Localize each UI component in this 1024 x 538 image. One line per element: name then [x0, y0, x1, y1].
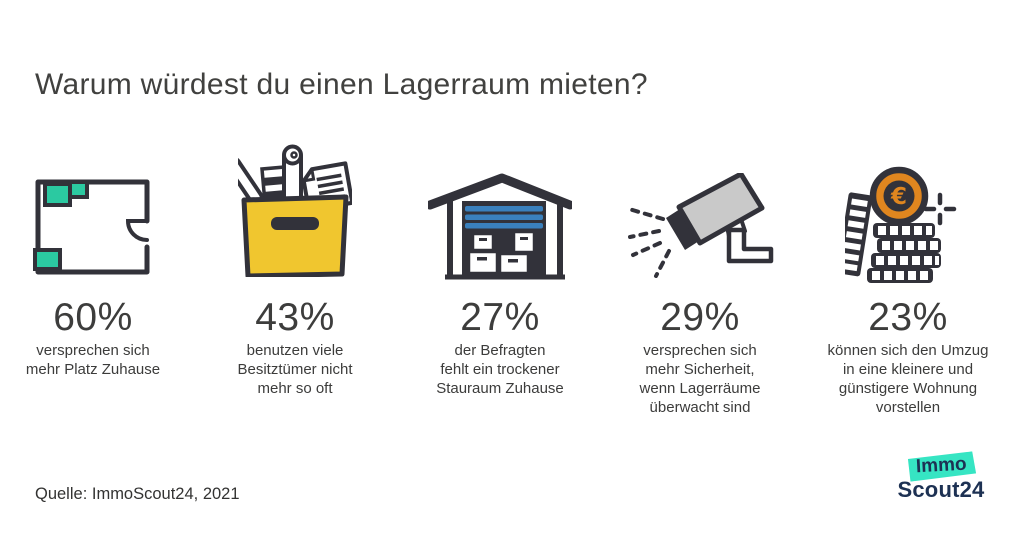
stat-column-umzug: € 23% können sich den Umzug in eine klei…	[808, 140, 1008, 417]
stat-percent: 29%	[660, 296, 740, 339]
stat-percent: 27%	[460, 296, 540, 339]
page-title: Warum würdest du einen Lagerraum mieten?	[35, 68, 648, 102]
stat-percent: 60%	[53, 296, 133, 339]
stat-column-stauraum: 27% der Befragten fehlt ein trockener St…	[400, 140, 600, 398]
floorplan-icon	[33, 179, 150, 275]
storage-box-icon	[238, 144, 352, 277]
warehouse-icon	[428, 173, 572, 280]
stat-description: können sich den Umzug in eine kleinere u…	[827, 342, 989, 416]
source-note: Quelle: ImmoScout24, 2021	[35, 485, 240, 503]
stat-description: versprechen sich mehr Sicherheit, wenn L…	[639, 342, 761, 416]
stat-description: der Befragten fehlt ein trockener Staura…	[436, 342, 564, 397]
stat-column-platz: 60% versprechen sich mehr Platz Zuhause	[0, 140, 193, 379]
stat-percent: 43%	[255, 296, 335, 339]
icon-box	[400, 140, 600, 290]
icon-box: €	[808, 140, 1008, 290]
stat-percent: 23%	[868, 296, 948, 339]
stat-description: versprechen sich mehr Platz Zuhause	[25, 342, 161, 378]
svg-text:€: €	[890, 184, 907, 210]
icon-box	[600, 140, 800, 290]
coins-icon: €	[845, 166, 957, 283]
immoscout24-logo: Immo Scout24	[891, 453, 991, 503]
stat-column-besitztuemer: 43% benutzen viele Besitztümer nicht meh…	[195, 140, 395, 398]
security-camera-icon	[627, 173, 774, 278]
icon-box	[0, 140, 193, 290]
logo-scout24-text: Scout24	[897, 477, 985, 502]
stat-description: benutzen viele Besitztümer nicht mehr so…	[237, 342, 353, 397]
icon-box	[195, 140, 395, 290]
stat-column-sicherheit: 29% versprechen sich mehr Sicherheit, we…	[600, 140, 800, 417]
